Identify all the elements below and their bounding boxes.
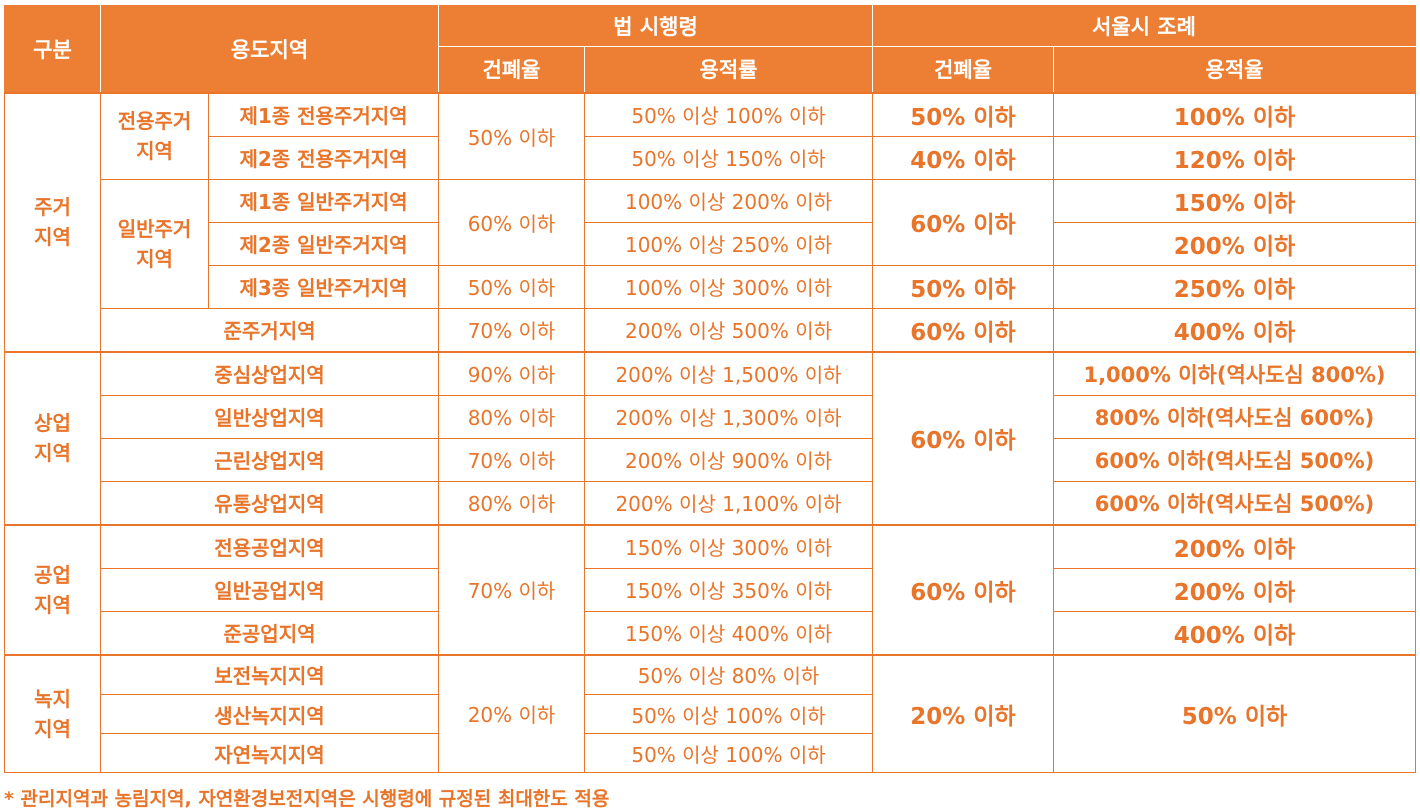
law-coverage: 80% 이하: [438, 480, 585, 525]
law-far: 200% 이상 900% 이하: [584, 437, 873, 482]
law-far: 50% 이상 100% 이하: [584, 694, 873, 734]
law-far: 100% 이상 250% 이하: [584, 221, 873, 266]
law-coverage: 70% 이하: [438, 437, 585, 482]
seoul-far: 150% 이하: [1053, 178, 1416, 223]
zoning-table: 구분 용도지역 법 시행령 서울시 조례 건폐율 용적률 건폐율 용적율 주거 …: [4, 5, 1416, 773]
header-law-far: 용적률: [584, 46, 873, 93]
group-industrial: 공업 지역: [4, 523, 101, 655]
seoul-far: 600% 이하(역사도심 500%): [1053, 437, 1416, 482]
seoul-coverage: 60% 이하: [872, 523, 1054, 655]
header-zone: 용도지역: [100, 5, 439, 93]
zone-name: 자연녹지지역: [100, 733, 439, 773]
seoul-coverage: 40% 이하: [872, 135, 1054, 180]
law-far: 50% 이상 100% 이하: [584, 91, 873, 137]
zone-name: 제1종 전용주거지역: [208, 91, 439, 137]
seoul-coverage: 50% 이하: [872, 91, 1054, 137]
header-seoul-far: 용적율: [1053, 46, 1416, 93]
header-seoul: 서울시 조례: [872, 5, 1416, 47]
seoul-coverage: 60% 이하: [872, 307, 1054, 352]
law-far: 150% 이상 400% 이하: [584, 610, 873, 655]
law-far: 200% 이상 1,500% 이하: [584, 350, 873, 396]
subgroup-general-residential: 일반주거 지역: [100, 178, 209, 309]
law-far: 200% 이상 500% 이하: [584, 307, 873, 352]
header-category: 구분: [4, 5, 101, 93]
seoul-coverage: 60% 이하: [872, 178, 1054, 266]
law-coverage: 20% 이하: [438, 653, 585, 773]
zone-name: 제2종 일반주거지역: [208, 221, 439, 266]
seoul-far: 250% 이하: [1053, 264, 1416, 309]
law-far: 150% 이상 350% 이하: [584, 567, 873, 612]
header-law: 법 시행령: [438, 5, 873, 47]
zone-name: 생산녹지지역: [100, 694, 439, 734]
law-coverage: 70% 이하: [438, 523, 585, 655]
law-coverage: 50% 이하: [438, 264, 585, 309]
seoul-far: 200% 이하: [1053, 523, 1416, 569]
zone-name: 제3종 일반주거지역: [208, 264, 439, 309]
law-far: 200% 이상 1,300% 이하: [584, 394, 873, 439]
law-coverage: 80% 이하: [438, 394, 585, 439]
zone-name: 제2종 전용주거지역: [208, 135, 439, 180]
seoul-far: 600% 이하(역사도심 500%): [1053, 480, 1416, 525]
zone-name: 보전녹지지역: [100, 653, 439, 695]
law-coverage: 70% 이하: [438, 307, 585, 352]
header-seoul-coverage: 건폐율: [872, 46, 1054, 93]
law-far: 100% 이상 200% 이하: [584, 178, 873, 223]
header-law-coverage: 건폐율: [438, 46, 585, 93]
subgroup-exclusive-residential: 전용주거 지역: [100, 91, 209, 180]
law-far: 200% 이상 1,100% 이하: [584, 480, 873, 525]
law-far: 50% 이상 80% 이하: [584, 653, 873, 695]
zone-name: 일반상업지역: [100, 394, 439, 439]
footnote: * 관리지역과 농림지역, 자연환경보전지역은 시행령에 규정된 최대한도 적용: [4, 788, 610, 810]
seoul-far: 200% 이하: [1053, 567, 1416, 612]
zone-name: 근린상업지역: [100, 437, 439, 482]
law-far: 50% 이상 150% 이하: [584, 135, 873, 180]
zone-name: 중심상업지역: [100, 350, 439, 396]
seoul-far: 1,000% 이하(역사도심 800%): [1053, 350, 1416, 396]
seoul-coverage: 50% 이하: [872, 264, 1054, 309]
seoul-coverage: 20% 이하: [872, 653, 1054, 773]
seoul-far: 120% 이하: [1053, 135, 1416, 180]
law-coverage: 60% 이하: [438, 178, 585, 266]
zone-name: 준주거지역: [100, 307, 439, 352]
seoul-far: 100% 이하: [1053, 91, 1416, 137]
group-residential: 주거 지역: [4, 91, 101, 352]
zone-name: 준공업지역: [100, 610, 439, 655]
law-coverage: 50% 이하: [438, 91, 585, 180]
law-far: 150% 이상 300% 이하: [584, 523, 873, 569]
seoul-far: 800% 이하(역사도심 600%): [1053, 394, 1416, 439]
seoul-far: 50% 이하: [1053, 653, 1416, 773]
law-far: 50% 이상 100% 이하: [584, 733, 873, 773]
zone-name: 전용공업지역: [100, 523, 439, 569]
seoul-far: 200% 이하: [1053, 221, 1416, 266]
group-commercial: 상업 지역: [4, 350, 101, 525]
zone-name: 제1종 일반주거지역: [208, 178, 439, 223]
zone-name: 유통상업지역: [100, 480, 439, 525]
seoul-coverage: 60% 이하: [872, 350, 1054, 525]
zone-name: 일반공업지역: [100, 567, 439, 612]
law-far: 100% 이상 300% 이하: [584, 264, 873, 309]
law-coverage: 90% 이하: [438, 350, 585, 396]
group-green: 녹지 지역: [4, 653, 101, 773]
seoul-far: 400% 이하: [1053, 307, 1416, 352]
seoul-far: 400% 이하: [1053, 610, 1416, 655]
